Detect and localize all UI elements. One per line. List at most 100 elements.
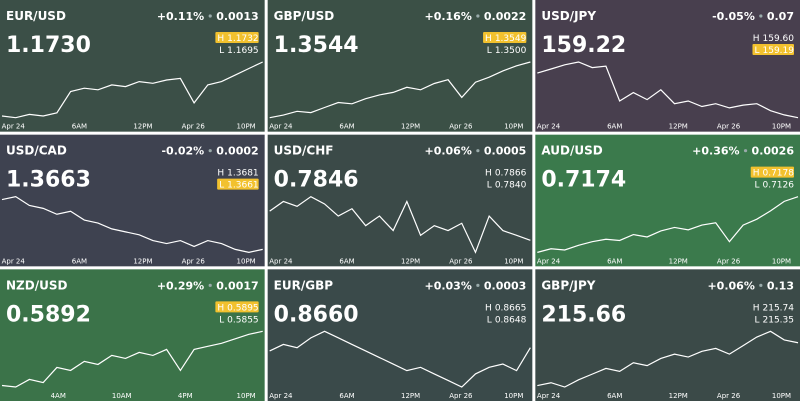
low-value: 159.19 xyxy=(763,46,795,56)
high-highlight xyxy=(750,166,794,178)
change: 0.07 xyxy=(767,10,794,23)
change-percent: +0.36% xyxy=(692,145,739,158)
low-label: L xyxy=(219,181,224,191)
price-line xyxy=(537,196,799,253)
x-tick-label: Apr 24 xyxy=(269,392,293,400)
x-tick-label: 12PM xyxy=(401,123,420,131)
tile-background xyxy=(267,134,533,267)
price: 159.22 xyxy=(541,33,626,58)
x-tick-label: 12PM xyxy=(669,123,688,131)
x-tick-label: Apr 24 xyxy=(537,123,561,131)
separator-dot xyxy=(759,14,763,18)
high-label: H xyxy=(217,34,224,44)
x-tick-label: 6AM xyxy=(339,257,354,265)
high-highlight xyxy=(215,301,259,313)
x-tick-label: Apr 26 xyxy=(717,392,741,400)
low-label: L xyxy=(487,46,492,56)
low-value: 1.3661 xyxy=(227,181,259,191)
x-tick-label: 10PM xyxy=(237,257,256,265)
price: 0.7174 xyxy=(541,168,626,193)
x-tick-label: 10AM xyxy=(112,392,132,400)
price: 1.3544 xyxy=(274,33,359,58)
x-tick-label: 12PM xyxy=(669,257,688,265)
low-highlight xyxy=(217,178,259,190)
low-value: 0.7840 xyxy=(495,181,527,191)
x-tick-label: 6AM xyxy=(607,257,622,265)
low-value: 0.8648 xyxy=(495,315,527,325)
x-tick-label: 10PM xyxy=(237,392,256,400)
change-percent: -0.05% xyxy=(712,10,755,23)
low-value: 215.35 xyxy=(763,315,795,325)
low-value: 0.7126 xyxy=(763,181,795,191)
tile: USD/CHF0.78460.0005+0.06%0.7866H0.7840LA… xyxy=(267,134,533,267)
change-percent: +0.06% xyxy=(707,279,754,292)
x-tick-label: 10PM xyxy=(504,392,523,400)
high-value: 0.5895 xyxy=(227,303,259,313)
x-tick-label: 6AM xyxy=(339,123,354,131)
pair-name: EUR/USD xyxy=(6,9,66,23)
change: 0.0017 xyxy=(216,279,258,292)
pair-name: USD/CAD xyxy=(6,144,67,158)
price: 0.8660 xyxy=(274,302,359,327)
pair-name: EUR/GBP xyxy=(274,278,334,292)
price: 0.5892 xyxy=(6,302,91,327)
separator-dot xyxy=(743,149,748,153)
high-value: 0.7178 xyxy=(763,169,795,179)
high-label: H xyxy=(485,34,492,44)
low-group: 215.35 L xyxy=(754,315,794,325)
x-tick-label: 10PM xyxy=(772,257,791,265)
price-line xyxy=(269,330,531,388)
price: 1.1730 xyxy=(6,33,91,58)
x-tick-label: 12PM xyxy=(669,392,688,400)
x-tick-label: 4PM xyxy=(178,392,193,400)
x-tick-label: Apr 26 xyxy=(182,123,206,131)
change: 0.0026 xyxy=(752,145,795,158)
x-tick-label: 12PM xyxy=(401,392,420,400)
tile: USD/JPY159.220.07-0.05%159.60H159.19LApr… xyxy=(535,0,800,132)
low-value: 1.3500 xyxy=(495,46,527,56)
high-highlight xyxy=(483,32,527,43)
x-tick-label: Apr 24 xyxy=(537,392,561,400)
low-label: L xyxy=(219,46,224,56)
price-line xyxy=(1,330,263,388)
pair-name: USD/CHF xyxy=(274,144,334,158)
high-group: 159.60H xyxy=(753,34,795,44)
separator-dot xyxy=(208,283,212,287)
low-label: L xyxy=(487,181,492,191)
low-label: L xyxy=(487,315,492,325)
tile: GBP/JPY215.660.13+0.06%215.74H215.35LApr… xyxy=(535,269,800,401)
price-line xyxy=(537,330,799,388)
x-tick-label: 12PM xyxy=(133,123,152,131)
price: 1.3663 xyxy=(6,168,91,193)
low-group: 0.7126 L xyxy=(754,181,794,191)
tile-background xyxy=(267,269,533,401)
high-value: 1.1732 xyxy=(227,34,259,44)
high-value: 0.8665 xyxy=(495,303,527,313)
high-value: 1.3681 xyxy=(227,169,259,179)
change-percent: -0.02% xyxy=(161,145,204,158)
x-tick-label: 10PM xyxy=(772,392,791,400)
x-tick-label: Apr 26 xyxy=(449,123,473,131)
x-tick-label: 6AM xyxy=(607,392,622,400)
low-highlight xyxy=(752,44,794,55)
pair-name: GBP/USD xyxy=(274,9,335,23)
tile: AUD/USD0.71740.0026+0.36%0.7178H0.7126LA… xyxy=(535,134,800,267)
x-tick-label: Apr 26 xyxy=(717,257,741,265)
x-tick-label: 10PM xyxy=(504,257,523,265)
tile: GBP/USD1.35440.0022+0.16%1.3549H1.3500LA… xyxy=(267,0,533,132)
x-tick-label: 4AM xyxy=(51,392,66,400)
x-tick-label: 6AM xyxy=(72,257,87,265)
separator-dot xyxy=(759,283,763,287)
x-tick-label: 10PM xyxy=(237,123,256,131)
high-label: H xyxy=(485,303,492,313)
pair-name: NZD/USD xyxy=(6,278,67,292)
